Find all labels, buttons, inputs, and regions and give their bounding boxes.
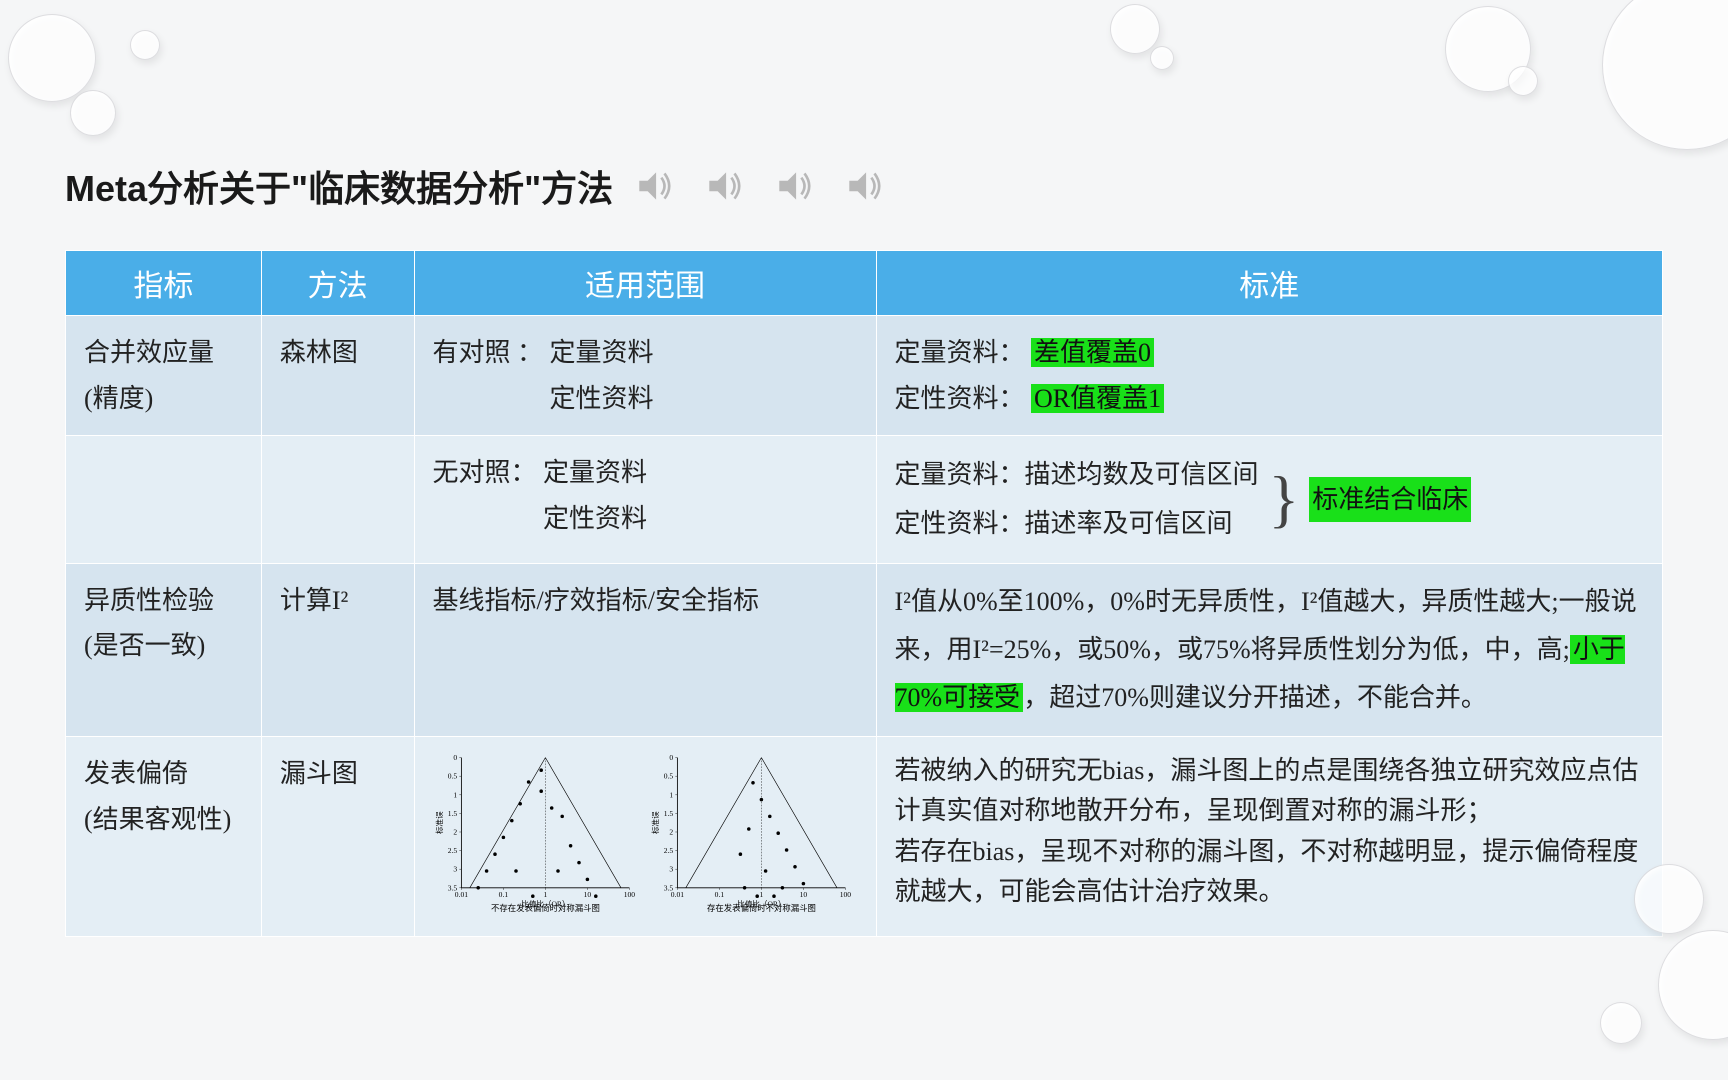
- bubble-decor: [1150, 46, 1174, 70]
- speaker-icon: [703, 165, 745, 207]
- svg-text:2: 2: [670, 828, 674, 837]
- svg-text:3: 3: [453, 865, 457, 874]
- cell-indicator: 异质性检验 (是否一致): [66, 563, 262, 736]
- svg-text:100: 100: [840, 890, 852, 899]
- col-standard: 标准: [876, 251, 1662, 316]
- svg-text:不存在发表偏倚时对称漏斗图: 不存在发表偏倚时对称漏斗图: [491, 903, 600, 913]
- svg-text:2.5: 2.5: [664, 846, 674, 855]
- cell-method: 漏斗图: [261, 737, 414, 937]
- cell-scope: 有对照 ： 定量资料 有对照 ： 定性资料: [414, 316, 876, 436]
- table-header-row: 指标 方法 适用范围 标准: [66, 251, 1663, 316]
- speaker-icon: [773, 165, 815, 207]
- text: 若被纳入的研究无bias，漏斗图上的点是围绕各独立研究效应点估计真实值对称地散开…: [895, 756, 1639, 825]
- svg-text:1: 1: [760, 890, 764, 899]
- col-scope: 适用范围: [414, 251, 876, 316]
- svg-text:0.5: 0.5: [664, 772, 674, 781]
- svg-text:0.1: 0.1: [715, 890, 725, 899]
- svg-text:0.5: 0.5: [448, 772, 458, 781]
- text: (精度): [84, 384, 153, 413]
- methods-table: 指标 方法 适用范围 标准 合并效应量 (精度) 森林图 有对照 ： 定量资料 …: [65, 250, 1663, 937]
- text: 合并效应量: [84, 338, 214, 367]
- cell-indicator: 合并效应量 (精度): [66, 316, 262, 436]
- cell-method: 计算I²: [261, 563, 414, 736]
- svg-text:0.01: 0.01: [671, 890, 684, 899]
- text: 若存在bias，呈现不对称的漏斗图，不对称越明显，提示偏倚程度就越大，可能会高估…: [895, 837, 1639, 906]
- text: 异质性检验: [84, 586, 214, 615]
- table-row: 异质性检验 (是否一致) 计算I² 基线指标/疗效指标/安全指标 I²值从0%至…: [66, 563, 1663, 736]
- svg-text:1.5: 1.5: [448, 809, 458, 818]
- svg-text:3: 3: [670, 865, 674, 874]
- cell-standard: 定量资料： 差值覆盖0 定性资料： OR值覆盖1: [876, 316, 1662, 436]
- cell-scope: 无对照： 定量资料 无对照： 定性资料: [414, 436, 876, 564]
- svg-text:0.1: 0.1: [498, 890, 508, 899]
- text: 定性资料：描述率及可信区间: [895, 509, 1233, 538]
- svg-text:2.5: 2.5: [448, 846, 458, 855]
- funnel-plot-right: 00.511.522.533.50.010.1110100比值比（OR）标准误存…: [648, 745, 858, 913]
- svg-text:1: 1: [543, 890, 547, 899]
- table-row: 合并效应量 (精度) 森林图 有对照 ： 定量资料 有对照 ： 定性资料 定量资…: [66, 316, 1663, 436]
- slide: Meta分析关于"临床数据分析"方法 指标 方法 适用范围 标准 合并效应量 (…: [0, 0, 1728, 1080]
- text: I²值从0%至100%，0%时无异质性，I²值越大，异质性越大;一般说来，用I²…: [895, 587, 1637, 664]
- svg-text:100: 100: [623, 890, 635, 899]
- svg-text:0: 0: [453, 753, 457, 762]
- cell-standard: I²值从0%至100%，0%时无异质性，I²值越大，异质性越大;一般说来，用I²…: [876, 563, 1662, 736]
- text: (是否一致): [84, 631, 205, 660]
- bubble-decor: [1508, 66, 1538, 96]
- svg-text:1: 1: [453, 790, 457, 799]
- svg-text:1: 1: [670, 790, 674, 799]
- svg-text:0.01: 0.01: [455, 890, 468, 899]
- svg-text:1.5: 1.5: [664, 809, 674, 818]
- brace-icon: }: [1269, 467, 1300, 531]
- text: 定性资料: [543, 504, 647, 533]
- svg-text:标准误: 标准误: [434, 811, 444, 834]
- cell-scope: 基线指标/疗效指标/安全指标: [414, 563, 876, 736]
- title-row: Meta分析关于"临床数据分析"方法: [65, 160, 1663, 212]
- svg-text:10: 10: [583, 890, 591, 899]
- bubble-decor: [1600, 1002, 1642, 1044]
- table-row: 发表偏倚 (结果客观性) 漏斗图 00.511.522.533.50.010.1…: [66, 737, 1663, 937]
- highlight: OR值覆盖1: [1031, 384, 1164, 413]
- svg-text:0: 0: [670, 753, 674, 762]
- text: 有对照 ：: [433, 338, 544, 367]
- text: 定量资料：描述均数及可信区间: [895, 460, 1259, 489]
- bubble-decor: [1110, 4, 1160, 54]
- col-indicator: 指标: [66, 251, 262, 316]
- highlight: 差值覆盖0: [1031, 338, 1154, 367]
- page-title: Meta分析关于"临床数据分析"方法: [65, 160, 613, 212]
- cell-method: [261, 436, 414, 564]
- cell-method: 森林图: [261, 316, 414, 436]
- cell-standard: 定量资料：描述均数及可信区间 定性资料：描述率及可信区间 } 标准结合临床: [876, 436, 1662, 564]
- svg-text:存在发表偏倚时不对称漏斗图: 存在发表偏倚时不对称漏斗图: [707, 903, 816, 913]
- text: (结果客观性): [84, 805, 231, 834]
- table-row: 无对照： 定量资料 无对照： 定性资料 定量资料：描述均数及可信区间 定性资料：…: [66, 436, 1663, 564]
- cell-indicator: 发表偏倚 (结果客观性): [66, 737, 262, 937]
- bubble-decor: [1634, 864, 1704, 934]
- speaker-icon: [633, 165, 675, 207]
- highlight: 标准结合临床: [1309, 477, 1471, 523]
- cell-standard: 若被纳入的研究无bias，漏斗图上的点是围绕各独立研究效应点估计真实值对称地散开…: [876, 737, 1662, 937]
- speaker-icon: [843, 165, 885, 207]
- bubble-decor: [8, 14, 96, 102]
- speaker-icons-container: [633, 165, 885, 207]
- text: 发表偏倚: [84, 759, 188, 788]
- cell-scope: 00.511.522.533.50.010.1110100比值比（OR）标准误不…: [414, 737, 876, 937]
- svg-text:标准误: 标准误: [650, 811, 660, 834]
- col-method: 方法: [261, 251, 414, 316]
- svg-text:10: 10: [800, 890, 808, 899]
- text: 定量资料：: [895, 338, 1025, 367]
- funnel-plot-left: 00.511.522.533.50.010.1110100比值比（OR）标准误不…: [432, 745, 642, 913]
- text: 定量资料: [543, 458, 647, 487]
- text: 定量资料: [550, 338, 654, 367]
- cell-indicator: [66, 436, 262, 564]
- text: ，超过70%则建议分开描述，不能合并。: [1023, 683, 1487, 712]
- text: 无对照：: [433, 458, 537, 487]
- text: 定性资料：: [895, 384, 1025, 413]
- svg-text:2: 2: [453, 828, 457, 837]
- bubble-decor: [130, 30, 160, 60]
- text: 定性资料: [550, 384, 654, 413]
- bubble-decor: [70, 90, 116, 136]
